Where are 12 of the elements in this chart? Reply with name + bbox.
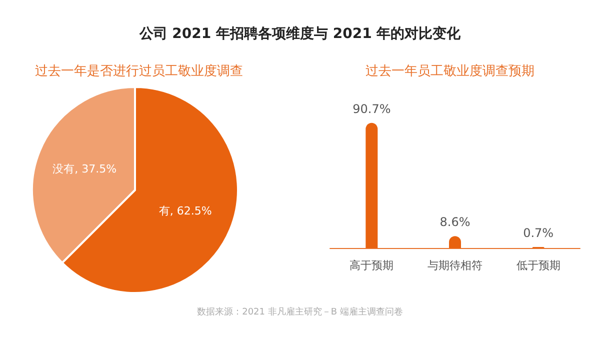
slice-label: 没有, 37.5% xyxy=(52,162,117,176)
chart-title: 过去一年员工敬业度调查预期 xyxy=(366,63,534,79)
text: 公司 2021 年招聘各项维度与 2021 年的对比变化 xyxy=(138,25,462,42)
x-tick-label: 与期待相符 xyxy=(428,259,482,272)
chart-subtitle: 过去一年是否进行过员工敬业度调查 xyxy=(35,63,243,79)
data-label: 90.7% xyxy=(352,102,391,116)
data-label: 0.7% xyxy=(523,226,554,240)
data-label: 8.6% xyxy=(440,215,470,230)
source-note: 数据来源：2021 非凡雇主研究－B 端雇主调查问卷 xyxy=(197,306,403,318)
x-tick-label: 高于预期 xyxy=(350,259,394,272)
x-tick-label: 低于预期 xyxy=(516,259,560,272)
slice-label: 有, 62.5% xyxy=(158,204,212,218)
